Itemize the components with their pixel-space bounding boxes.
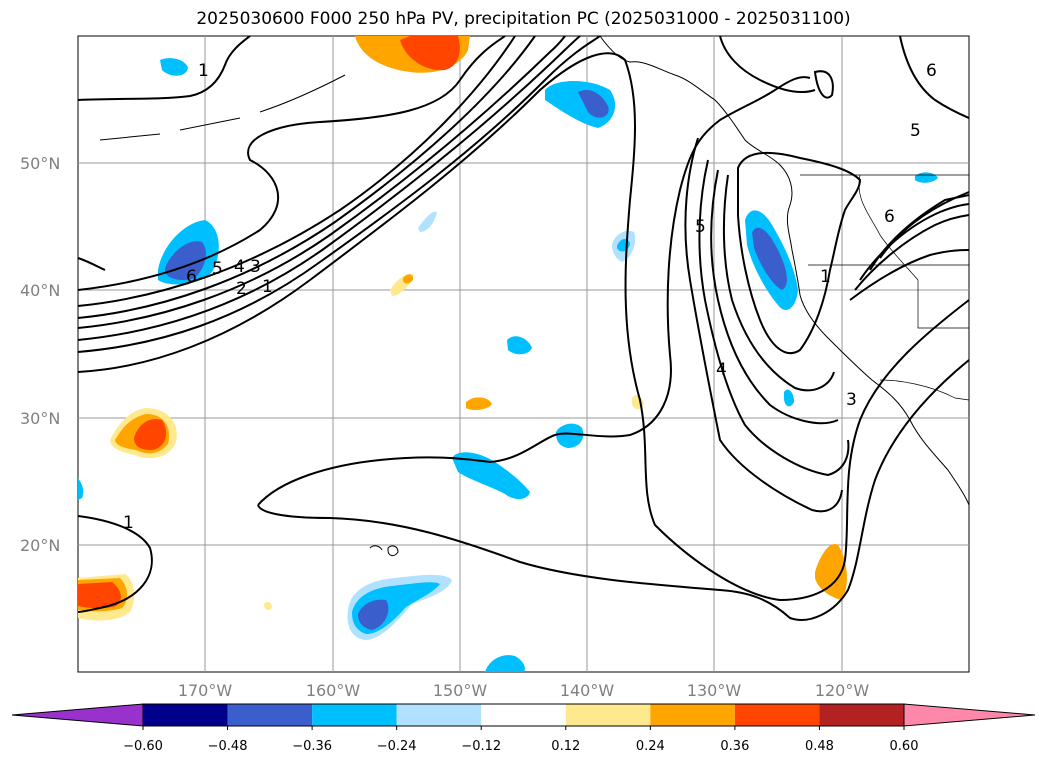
colorbar-tick-label: −0.36 xyxy=(292,739,332,754)
map-panel: 1 1 2 3 4 4 5 5 5 6 6 6 3 1 1 xyxy=(77,35,970,673)
coastlines xyxy=(99,35,970,557)
lon-label-140w: 140°W xyxy=(560,681,615,700)
lon-labels: 170°W 160°W 150°W 140°W 130°W 120°W xyxy=(178,681,870,700)
contour-label-1: 1 xyxy=(123,513,134,533)
colorbar-bin xyxy=(650,704,735,726)
contour-label-5: 5 xyxy=(212,259,223,279)
colorbar-tick-label: 0.36 xyxy=(720,739,749,754)
colorbar-tick-label: 0.60 xyxy=(890,739,919,754)
map-title: 2025030600 F000 250 hPa PV, precipitatio… xyxy=(196,9,851,29)
colorbar-bin xyxy=(819,704,904,726)
colorbar-bin xyxy=(396,704,482,726)
contour-label-1d: 1 xyxy=(820,267,831,287)
contour-label-1b: 1 xyxy=(262,277,273,297)
contour-label-2: 2 xyxy=(236,279,247,299)
colorbar-tick-label: −0.48 xyxy=(208,739,248,754)
lon-label-150w: 150°W xyxy=(433,681,488,700)
lat-labels: 50°N 40°N 30°N 20°N xyxy=(20,154,60,555)
contour-labels: 1 1 2 3 4 4 5 5 5 6 6 6 3 1 1 xyxy=(123,61,937,533)
contour-label-6c: 6 xyxy=(926,61,937,81)
precip-patches xyxy=(78,36,938,672)
colorbar-tick-label: −0.24 xyxy=(377,739,417,754)
contour-label-1c: 1 xyxy=(198,61,209,81)
contour-label-6: 6 xyxy=(186,267,197,287)
colorbar-bin xyxy=(734,704,820,726)
colorbar-bin xyxy=(143,704,228,726)
contour-label-5c: 5 xyxy=(695,217,706,237)
colorbar-frame xyxy=(142,703,905,727)
colorbar-tick-label: −0.60 xyxy=(123,739,163,754)
contour-label-4b: 4 xyxy=(716,360,727,380)
colorbar-tick-label: 0.24 xyxy=(636,739,665,754)
colorbar-ticks: −0.60 −0.48 −0.36 −0.24 −0.12 0.12 0.24 0.36 0.4… xyxy=(123,726,918,754)
lat-label-50: 50°N xyxy=(20,154,60,173)
colorbar xyxy=(11,703,1036,727)
colorbar-extend-low xyxy=(11,703,144,727)
contour-label-3b: 3 xyxy=(846,390,857,410)
colorbar-bin xyxy=(312,704,397,726)
lon-label-170w: 170°W xyxy=(178,681,233,700)
contour-label-5b: 5 xyxy=(910,121,921,141)
lon-label-160w: 160°W xyxy=(306,681,361,700)
lat-label-40: 40°N xyxy=(20,281,60,300)
lat-label-30: 30°N xyxy=(20,409,60,428)
pv-contours xyxy=(77,35,970,621)
colorbar-tick-label: 0.48 xyxy=(805,739,834,754)
colorbar-bin xyxy=(565,704,651,726)
contour-label-3: 3 xyxy=(250,257,261,277)
lon-label-120w: 120°W xyxy=(815,681,870,700)
lon-label-130w: 130°W xyxy=(687,681,742,700)
lat-label-20: 20°N xyxy=(20,536,60,555)
colorbar-bin xyxy=(227,704,313,726)
colorbar-extend-high xyxy=(903,703,1036,727)
contour-label-6b: 6 xyxy=(884,207,895,227)
colorbar-tick-label: −0.12 xyxy=(461,739,501,754)
colorbar-bin xyxy=(481,704,566,726)
colorbar-tick-label: 0.12 xyxy=(551,739,580,754)
contour-label-4: 4 xyxy=(234,257,245,277)
